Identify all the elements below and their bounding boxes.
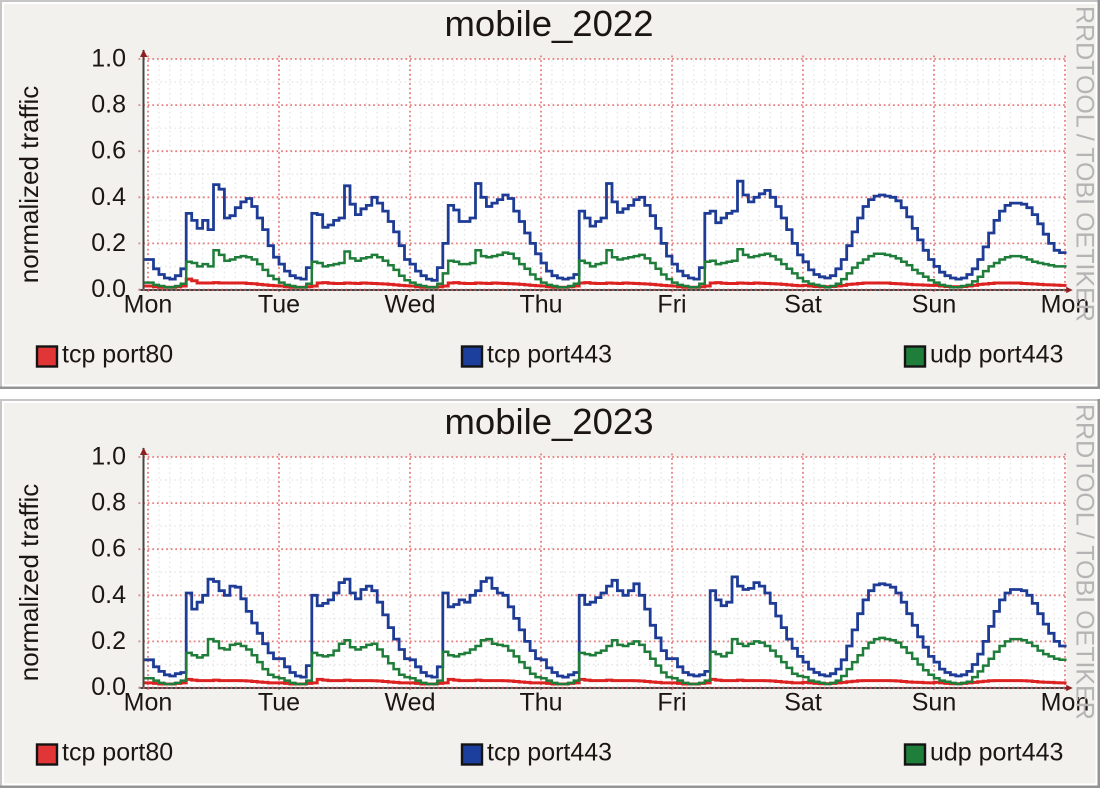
svg-text:Thu: Thu — [519, 291, 562, 319]
svg-text:Wed: Wed — [385, 689, 436, 717]
svg-text:RRDTOOL / TOBI OETIKER: RRDTOOL / TOBI OETIKER — [1071, 404, 1099, 720]
svg-text:Thu: Thu — [519, 689, 562, 717]
svg-text:udp port443: udp port443 — [930, 341, 1063, 369]
svg-text:Wed: Wed — [385, 291, 436, 319]
svg-text:Mon: Mon — [124, 689, 173, 717]
svg-text:normalized traffic: normalized traffic — [14, 86, 44, 284]
svg-text:Mon: Mon — [124, 291, 173, 319]
svg-text:mobile_2023: mobile_2023 — [444, 401, 653, 442]
svg-text:Sat: Sat — [784, 291, 822, 319]
svg-text:Sun: Sun — [912, 291, 956, 319]
svg-text:0.4: 0.4 — [91, 581, 126, 609]
svg-text:0.2: 0.2 — [91, 229, 126, 257]
svg-text:mobile_2022: mobile_2022 — [444, 3, 653, 44]
svg-text:udp port443: udp port443 — [930, 739, 1063, 767]
svg-text:0.0: 0.0 — [91, 275, 126, 303]
svg-text:1.0: 1.0 — [91, 45, 126, 73]
svg-text:tcp port443: tcp port443 — [487, 341, 612, 369]
svg-text:0.8: 0.8 — [91, 489, 126, 517]
svg-text:Tue: Tue — [258, 689, 300, 717]
svg-text:Tue: Tue — [258, 291, 300, 319]
svg-text:0.6: 0.6 — [91, 137, 126, 165]
svg-text:0.4: 0.4 — [91, 183, 126, 211]
svg-text:Fri: Fri — [657, 689, 686, 717]
svg-text:0.8: 0.8 — [91, 91, 126, 119]
svg-text:1.0: 1.0 — [91, 443, 126, 471]
svg-text:0.0: 0.0 — [91, 673, 126, 701]
svg-text:tcp port80: tcp port80 — [62, 739, 173, 767]
svg-text:Sun: Sun — [912, 689, 956, 717]
svg-text:normalized traffic: normalized traffic — [14, 484, 44, 682]
svg-text:tcp port80: tcp port80 — [62, 341, 173, 369]
svg-text:Sat: Sat — [784, 689, 822, 717]
svg-text:tcp port443: tcp port443 — [487, 739, 612, 767]
svg-text:0.6: 0.6 — [91, 535, 126, 563]
svg-text:Fri: Fri — [657, 291, 686, 319]
svg-text:RRDTOOL / TOBI OETIKER: RRDTOOL / TOBI OETIKER — [1071, 6, 1099, 322]
svg-text:0.2: 0.2 — [91, 627, 126, 655]
